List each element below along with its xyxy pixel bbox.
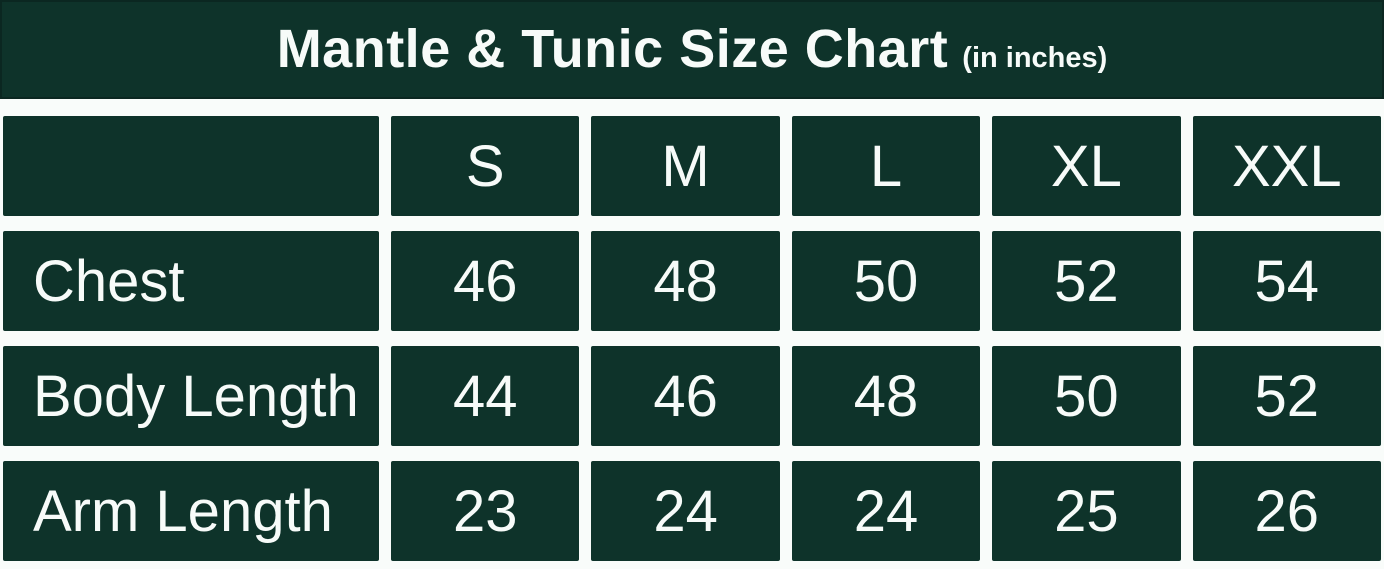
- cell-chest-l: 50: [791, 231, 981, 331]
- chart-title: Mantle & Tunic Size Chart: [276, 19, 949, 79]
- row-label-arm-length: Arm Length: [3, 461, 379, 561]
- header-empty-cell: [3, 116, 379, 216]
- header-cell-s: S: [391, 116, 580, 216]
- row-label-body-length: Body Length: [3, 346, 379, 446]
- cell-chest-s: 46: [391, 231, 580, 331]
- cell-body-length-l: 48: [791, 346, 981, 446]
- cell-body-length-s: 44: [391, 346, 580, 446]
- cell-arm-length-xl: 25: [992, 461, 1181, 561]
- header-cell-m: M: [591, 116, 780, 216]
- header-cell-xl: XL: [992, 116, 1181, 216]
- header-cell-xxl: XXL: [1192, 116, 1381, 216]
- cell-body-length-m: 46: [591, 346, 780, 446]
- cell-body-length-xxl: 52: [1192, 346, 1381, 446]
- cell-chest-xxl: 54: [1192, 231, 1381, 331]
- cell-arm-length-xxl: 26: [1192, 461, 1381, 561]
- title-bar: Mantle & Tunic Size Chart (in inches): [0, 0, 1384, 99]
- cell-chest-m: 48: [591, 231, 780, 331]
- cell-arm-length-m: 24: [591, 461, 780, 561]
- cell-arm-length-s: 23: [391, 461, 580, 561]
- chart-subtitle: (in inches): [962, 42, 1108, 74]
- cell-arm-length-l: 24: [791, 461, 981, 561]
- cell-body-length-xl: 50: [992, 346, 1181, 446]
- size-table: S M L XL XXL Chest 46 48 50 52 54 Body L…: [3, 116, 1381, 561]
- cell-chest-xl: 52: [992, 231, 1181, 331]
- header-cell-l: L: [791, 116, 981, 216]
- row-label-chest: Chest: [3, 231, 379, 331]
